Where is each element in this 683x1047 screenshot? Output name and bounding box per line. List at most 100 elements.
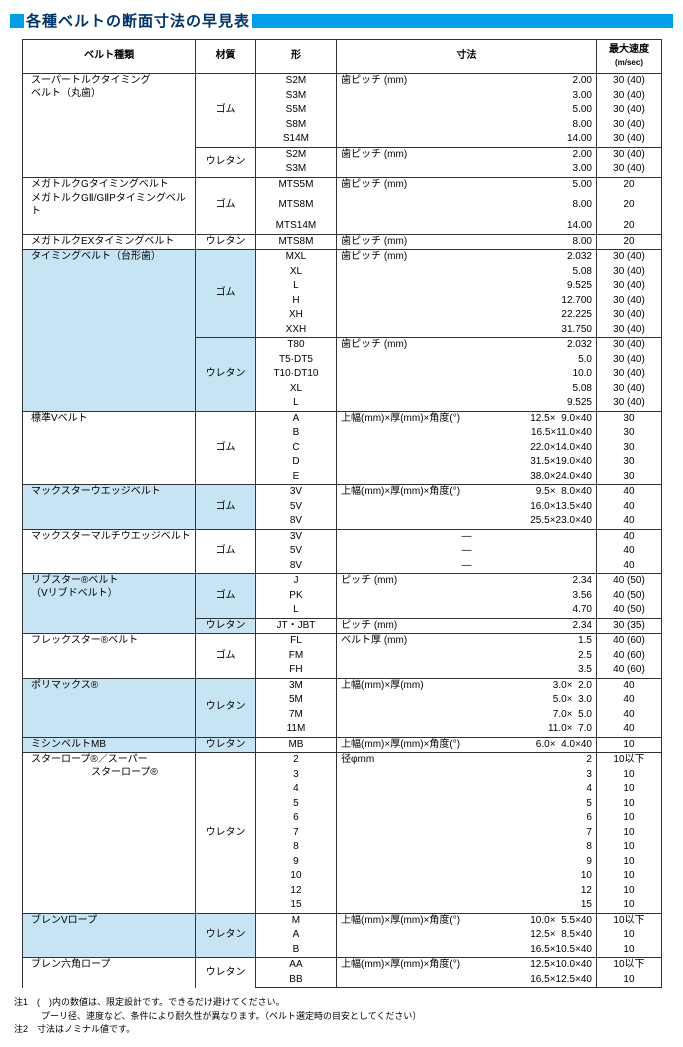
cell-speed: 30 (40)	[596, 382, 661, 397]
cell-speed: 10	[596, 869, 661, 884]
cell-shape: 9	[255, 855, 336, 870]
cell-shape: MTS5M	[255, 177, 336, 192]
cell-material: ウレタン	[196, 338, 256, 412]
page-title: 各種ベルトの断面寸法の早見表	[26, 10, 250, 31]
cell-shape: M	[255, 913, 336, 928]
cell-speed: 20	[596, 234, 661, 250]
cell-speed: 40 (60)	[596, 663, 661, 678]
cell-dimension: ベルト厚 (mm) 1.5	[337, 634, 597, 649]
table-row: メガトルクEXタイミングベルトウレタンMTS8M歯ピッチ (mm) 8.0020	[23, 234, 662, 250]
th-dimension: 寸法	[337, 40, 597, 74]
cell-speed: 40 (60)	[596, 634, 661, 649]
cell-dimension: 16.5×11.0×40	[337, 426, 597, 441]
cell-dimension: 31.750	[337, 323, 597, 338]
cell-shape: S3M	[255, 89, 336, 104]
cell-dimension: 25.5×23.0×40	[337, 514, 597, 529]
cell-speed: 30 (40)	[596, 367, 661, 382]
cell-shape: 4	[255, 782, 336, 797]
cell-dimension: 7.0× 5.0	[337, 708, 597, 723]
cell-speed: 10	[596, 898, 661, 913]
cell-dimension: 22.225	[337, 308, 597, 323]
cell-dimension: 上幅(mm)×厚(mm)×角度(°) 6.0× 4.0×40	[337, 737, 597, 753]
cell-shape: B	[255, 943, 336, 958]
cell-speed: 40 (50)	[596, 574, 661, 589]
cell-speed: 40	[596, 678, 661, 693]
cell-speed: 10以下	[596, 913, 661, 928]
cell-dimension: 上幅(mm)×厚(mm)×角度(°) 12.5×10.0×40	[337, 958, 597, 973]
cell-dimension: 3.56	[337, 589, 597, 604]
cell-dimension: —	[337, 559, 597, 574]
cell-speed: 10以下	[596, 753, 661, 768]
cell-dimension: —	[337, 529, 597, 544]
cell-speed: 30 (35)	[596, 618, 661, 634]
cell-dimension: 歯ピッチ (mm) 2.00	[337, 147, 597, 162]
cell-speed: 40 (50)	[596, 589, 661, 604]
cell-dimension: 6	[337, 811, 597, 826]
cell-dimension: 5.08	[337, 382, 597, 397]
cell-speed: 10	[596, 973, 661, 988]
cell-dimension: 15	[337, 898, 597, 913]
cell-material: ウレタン	[196, 913, 256, 958]
cell-dimension: 16.5×12.5×40	[337, 973, 597, 988]
cell-speed: 40	[596, 693, 661, 708]
cell-dimension: 上幅(mm)×厚(mm)×角度(°) 10.0× 5.5×40	[337, 913, 597, 928]
table-row: タイミングベルト（台形歯）ゴムMXL歯ピッチ (mm) 2.03230 (40)	[23, 250, 662, 265]
cell-dimension: 歯ピッチ (mm) 2.00	[337, 74, 597, 89]
cell-dimension: 22.0×14.0×40	[337, 441, 597, 456]
cell-shape: MXL	[255, 250, 336, 265]
cell-shape: S2M	[255, 147, 336, 162]
th-type: ベルト種類	[23, 40, 196, 74]
cell-shape: FL	[255, 634, 336, 649]
cell-shape: MB	[255, 737, 336, 753]
cell-dimension: 12.5× 8.5×40	[337, 928, 597, 943]
cell-shape: BB	[255, 973, 336, 988]
cell-speed: 30	[596, 411, 661, 426]
cell-belt-type: フレックスター®ベルト	[23, 634, 196, 679]
cell-dimension: 5	[337, 797, 597, 812]
cell-belt-type: ポリマックス®	[23, 678, 196, 737]
cell-speed: 10以下	[596, 958, 661, 973]
cell-dimension: —	[337, 544, 597, 559]
cell-speed: 40	[596, 559, 661, 574]
cell-shape: L	[255, 396, 336, 411]
cell-dimension: 10.0	[337, 367, 597, 382]
cell-shape: 3	[255, 768, 336, 783]
cell-belt-type: メガトルクGⅡ/GⅡPタイミングベルト	[23, 192, 196, 219]
cell-belt-type: マックスターマルチウエッジベルト	[23, 529, 196, 574]
cell-shape: XXH	[255, 323, 336, 338]
table-row: ブレン六角ロープウレタンAA上幅(mm)×厚(mm)×角度(°) 12.5×10…	[23, 958, 662, 973]
cell-shape: S8M	[255, 118, 336, 133]
table-row: リブスター®ベルト （Vリブドベルト）ゴムJピッチ (mm) 2.3440 (5…	[23, 574, 662, 589]
cell-material: ゴム	[196, 250, 256, 338]
cell-dimension: 12.700	[337, 294, 597, 309]
cell-dimension: 31.5×19.0×40	[337, 455, 597, 470]
cell-material: ウレタン	[196, 678, 256, 737]
cell-speed: 10	[596, 840, 661, 855]
footnote-line: プーリ径、速度など、条件により耐久性が異なります。（ベルト選定時の目安としてくだ…	[14, 1010, 673, 1024]
cell-material: ウレタン	[196, 737, 256, 753]
cell-dimension: 4	[337, 782, 597, 797]
cell-material: ウレタン	[196, 147, 256, 177]
cell-dimension: 歯ピッチ (mm) 8.00	[337, 234, 597, 250]
cell-shape: J	[255, 574, 336, 589]
cell-speed: 20	[596, 177, 661, 192]
cell-dimension: 7	[337, 826, 597, 841]
cell-dimension: 4.70	[337, 603, 597, 618]
cell-shape: T5·DT5	[255, 353, 336, 368]
cell-material: ウレタン	[196, 958, 256, 988]
cell-shape: XH	[255, 308, 336, 323]
cell-dimension: 上幅(mm)×厚(mm)×角度(°) 9.5× 8.0×40	[337, 485, 597, 500]
cell-speed: 20	[596, 192, 661, 219]
table-row: マックスターマルチウエッジベルトゴム3V—40	[23, 529, 662, 544]
cell-speed: 30 (40)	[596, 89, 661, 104]
th-shape: 形	[255, 40, 336, 74]
cell-speed: 30 (40)	[596, 74, 661, 89]
cell-speed: 30 (40)	[596, 396, 661, 411]
cell-dimension: 3	[337, 768, 597, 783]
cell-shape: D	[255, 455, 336, 470]
cell-dimension: 3.5	[337, 663, 597, 678]
cell-material: ウレタン	[196, 753, 256, 914]
cell-shape: A	[255, 411, 336, 426]
table-row: マックスターウエッジベルトゴム3V上幅(mm)×厚(mm)×角度(°) 9.5×…	[23, 485, 662, 500]
page-title-bar: 各種ベルトの断面寸法の早見表	[10, 10, 673, 31]
